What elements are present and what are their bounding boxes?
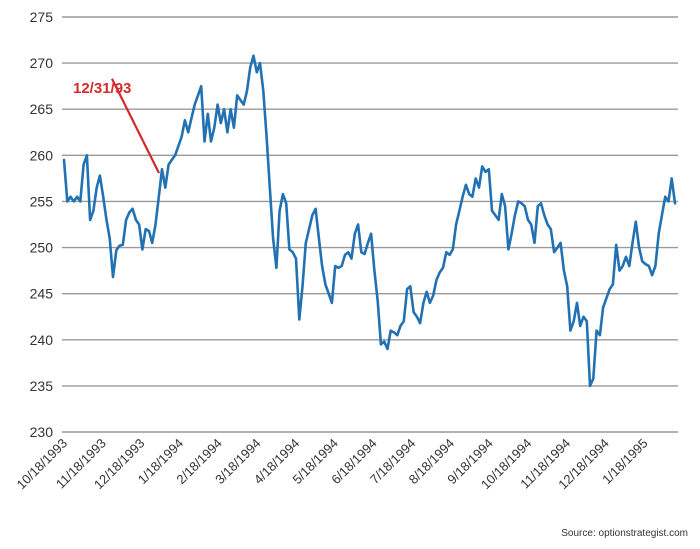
y-tick-label: 245 [30,286,54,302]
y-tick-label: 230 [30,424,54,440]
y-tick-label: 255 [30,193,54,209]
annotation-arrow [111,78,161,174]
series-line [62,54,677,388]
y-tick-label: 260 [30,147,54,163]
y-tick-label: 250 [30,240,54,256]
y-tick-label: 235 [30,378,54,394]
y-tick-label: 265 [30,101,54,117]
annotation-label: 12/31/93 [73,80,131,97]
y-tick-label: 275 [30,9,54,25]
y-tick-label: 240 [30,332,54,348]
source-credit: Source: optionstrategist.com [561,528,688,539]
y-tick-label: 270 [30,55,54,71]
